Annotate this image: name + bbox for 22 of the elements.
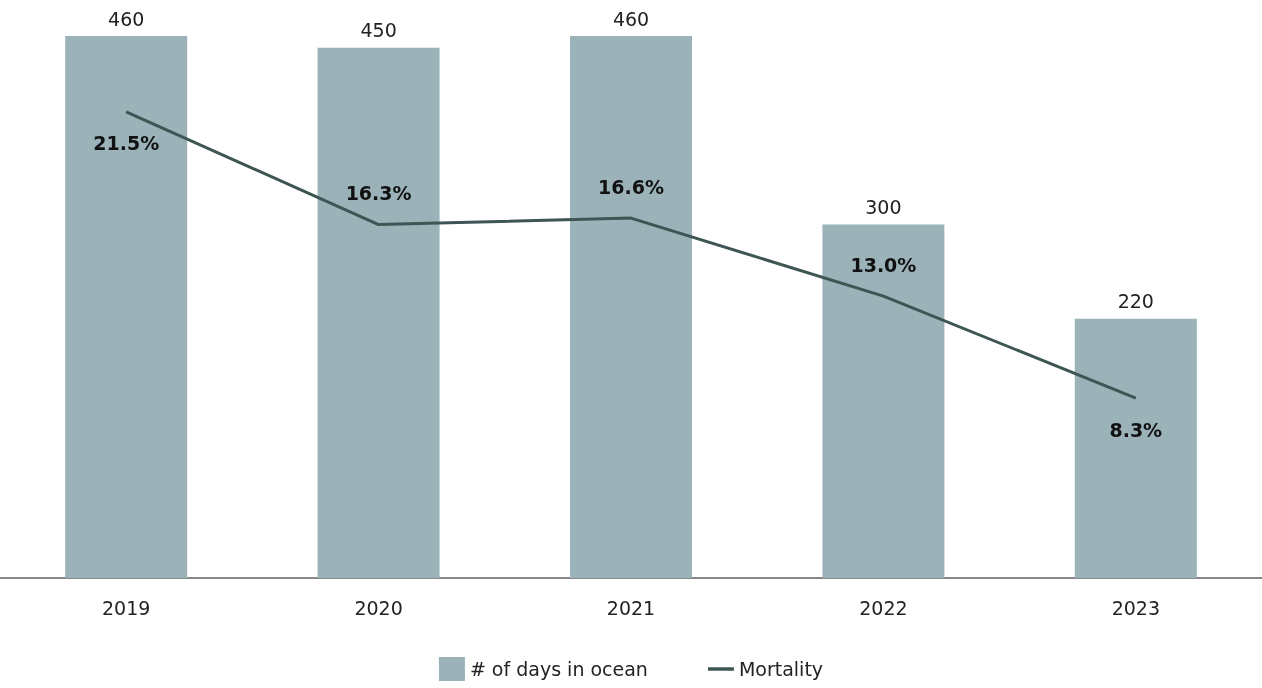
x-tick-label: 2021: [606, 596, 656, 619]
data-label: 13.0%: [850, 253, 917, 276]
x-tick-label: 2019: [102, 596, 151, 619]
data-label: 460: [612, 7, 650, 30]
data-label: 16.3%: [345, 182, 412, 205]
bar: [317, 47, 440, 578]
data-label: 300: [865, 196, 902, 219]
data-label: 460: [108, 7, 145, 30]
data-label: 8.3%: [1109, 418, 1163, 441]
bar: [822, 224, 945, 578]
data-label: 21.5%: [93, 132, 160, 155]
bar: [65, 36, 188, 578]
data-label: 450: [360, 19, 397, 42]
x-tick-label: 2020: [354, 596, 403, 619]
legend-label: # of days in ocean: [469, 658, 648, 680]
bar: [570, 36, 692, 578]
bar: [1074, 318, 1197, 578]
legend-label: Mortality: [738, 658, 824, 680]
x-tick-label: 2023: [1111, 596, 1160, 619]
data-label: 220: [1117, 290, 1154, 313]
x-tick-label: 2022: [859, 596, 908, 619]
data-label: 16.6%: [598, 175, 664, 198]
